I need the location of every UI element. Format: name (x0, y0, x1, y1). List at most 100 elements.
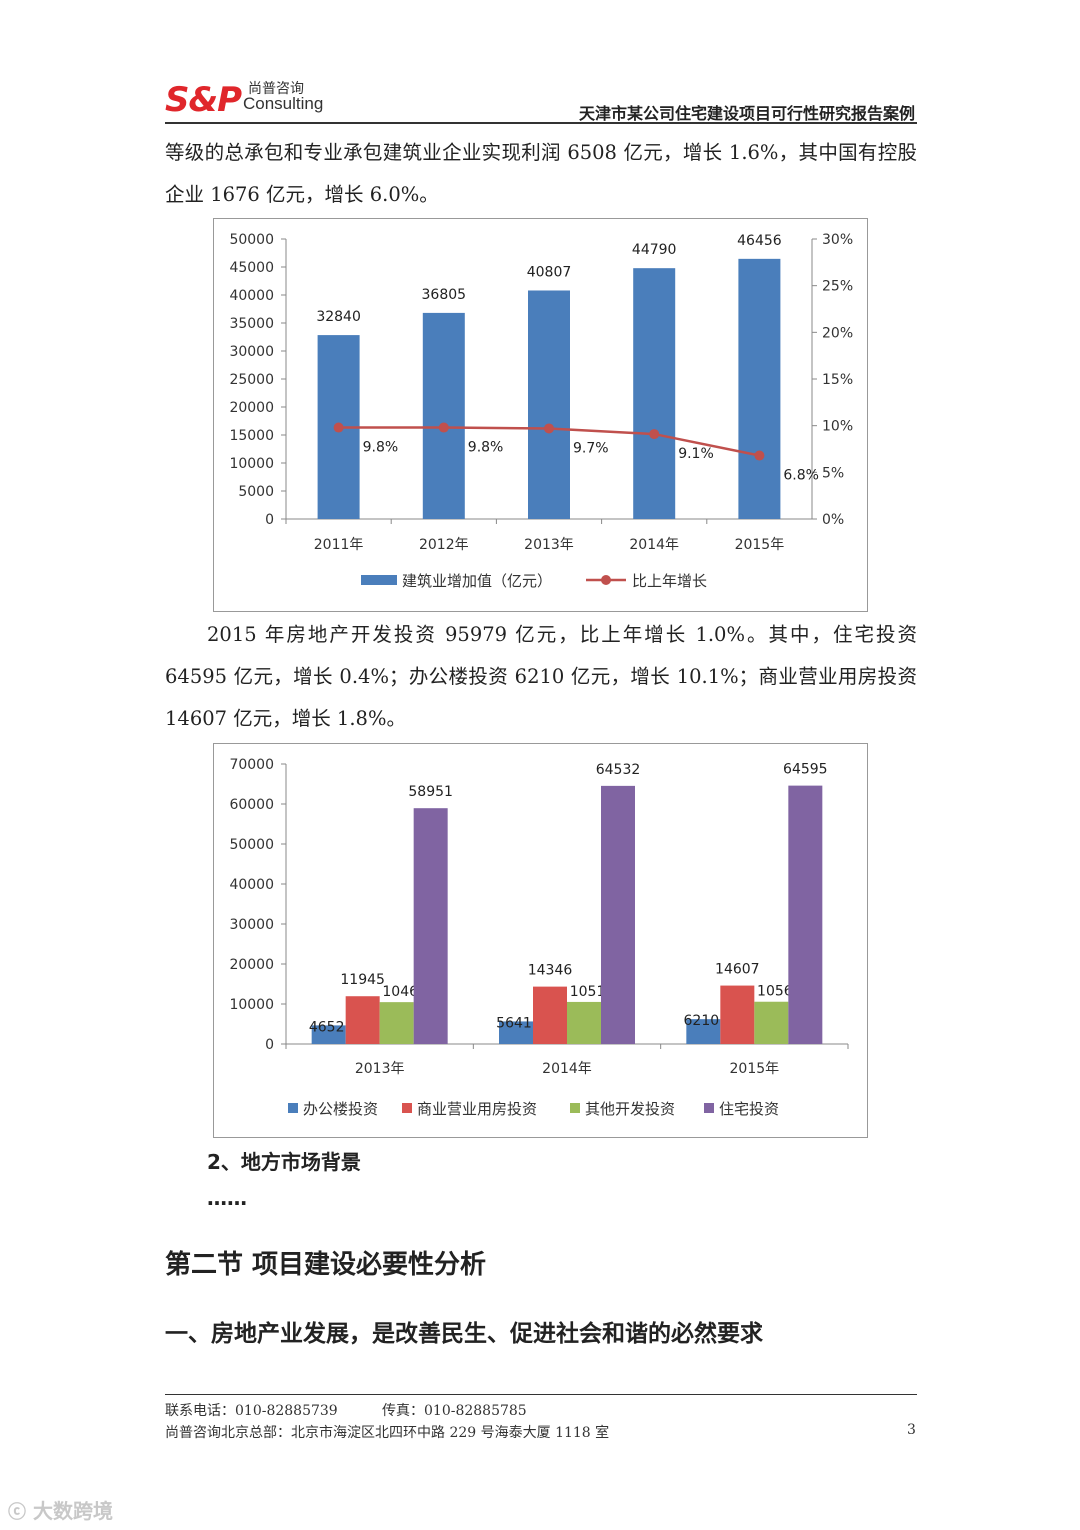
footer-divider (165, 1394, 917, 1395)
bar (345, 996, 380, 1044)
paragraph-2-text: 2015 年房地产开发投资 95979 亿元，比上年增长 1.0%。其中，住宅投… (165, 623, 917, 730)
bar-value-label: 64532 (596, 762, 641, 778)
footer-phone: 联系电话：010-82885739 (165, 1403, 338, 1419)
bar-value-label: 58951 (408, 784, 453, 800)
y-tick-label: 40000 (229, 288, 274, 304)
paragraph-1-text: 等级的总承包和专业承包建筑业企业实现利润 6508 亿元，增长 1.6%，其中国… (165, 141, 917, 206)
bar (720, 985, 755, 1044)
legend-label: 住宅投资 (719, 1100, 779, 1118)
x-tick-label: 2015年 (735, 537, 785, 553)
x-tick-label: 2013年 (524, 537, 574, 553)
y-tick-label: 5000 (238, 484, 274, 500)
x-tick-label: 2011年 (314, 537, 364, 553)
bar (754, 1001, 789, 1044)
x-tick-label: 2014年 (629, 537, 679, 553)
bar-value-label: 11945 (340, 972, 385, 988)
ellipsis: …… (207, 1186, 247, 1210)
legend-swatch-bar (361, 575, 397, 585)
bar (422, 312, 465, 519)
paragraph-1: 等级的总承包和专业承包建筑业企业实现利润 6508 亿元，增长 1.6%，其中国… (165, 132, 917, 216)
bar (533, 986, 567, 1044)
bar-value-label: 6210 (684, 1013, 720, 1029)
line-value-label: 9.8% (363, 440, 399, 456)
x-tick-label: 2012年 (419, 537, 469, 553)
watermark: ⓒ 大数跨境 (8, 1495, 113, 1524)
legend-swatch (288, 1103, 298, 1113)
subsection-title: 一、房地产业发展，是改善民生、促进社会和谐的必然要求 (165, 1321, 763, 1347)
y2-tick-label: 0% (822, 512, 844, 528)
y-tick-label: 70000 (229, 757, 274, 773)
line-point (544, 423, 554, 434)
heading-local-market: 2、地方市场背景 (207, 1150, 361, 1174)
logo-mark: S&P (165, 80, 242, 120)
y2-tick-label: 20% (822, 325, 853, 341)
bar (413, 808, 448, 1044)
bar (379, 1002, 414, 1044)
chart-construction: 0 5000 10000 15000 20000 25000 30000 35000 40000… (213, 218, 868, 612)
bar (738, 258, 781, 519)
paragraph-2: 2015 年房地产开发投资 95979 亿元，比上年增长 1.0%。其中，住宅投… (165, 614, 917, 740)
y-tick-label: 40000 (229, 877, 274, 893)
bar-value-label: 36805 (422, 287, 467, 303)
x-tick-label: 2015年 (730, 1061, 780, 1077)
bar (788, 785, 823, 1044)
bar-value-label: 32840 (316, 309, 361, 325)
y-tick-label: 50000 (229, 232, 274, 248)
y-tick-label: 25000 (229, 372, 274, 388)
bar (686, 1019, 721, 1044)
y-tick-label: 20000 (229, 957, 274, 973)
legend-label: 办公楼投资 (303, 1100, 378, 1118)
y-tick-label: 0 (265, 1037, 274, 1053)
bar (567, 1001, 601, 1044)
y-tick-label: 60000 (229, 797, 274, 813)
legend-swatch-point (601, 575, 611, 585)
legend-swatch (704, 1103, 714, 1113)
bar-value-label: 44790 (632, 242, 677, 258)
y-tick-label: 30000 (229, 917, 274, 933)
y2-tick-label: 10% (822, 419, 853, 435)
legend-label: 其他开发投资 (585, 1100, 675, 1118)
x-tick-label: 2013年 (355, 1061, 405, 1077)
footer-address: 尚普咨询北京总部：北京市海淀区北四环中路 229 号海泰大厦 1118 室 (165, 1425, 610, 1441)
y2-tick-label: 30% (822, 232, 853, 248)
bar-value-label: 14607 (715, 962, 760, 978)
legend-swatch (570, 1103, 580, 1113)
y-tick-label: 10000 (229, 456, 274, 472)
y2-tick-label: 5% (822, 465, 844, 481)
y-tick-label: 35000 (229, 316, 274, 332)
legend-label: 商业营业用房投资 (417, 1100, 537, 1118)
bar-value-label: 14346 (528, 963, 573, 979)
chart-real-estate-svg: 0 10000 20000 30000 40000 50000 60000 70000 4652… (229, 757, 849, 1118)
y-tick-label: 50000 (229, 837, 274, 853)
chart-real-estate: 0 10000 20000 30000 40000 50000 60000 70000 4652… (213, 743, 868, 1138)
y-tick-label: 10000 (229, 997, 274, 1013)
line-value-label: 6.8% (783, 468, 819, 484)
legend-label-line: 比上年增长 (632, 572, 707, 590)
line-value-label: 9.7% (573, 440, 609, 456)
y-tick-label: 45000 (229, 260, 274, 276)
line-point (438, 422, 449, 433)
bar (499, 1021, 533, 1044)
y-tick-label: 20000 (229, 400, 274, 416)
bar-value-label: 40807 (527, 264, 572, 280)
logo-en: Consulting (243, 94, 324, 113)
bar-value-label: 5641 (496, 1015, 532, 1031)
bar (311, 1025, 346, 1044)
header-divider (165, 122, 917, 124)
legend-label-bar: 建筑业增加值（亿元） (402, 572, 552, 590)
watermark-text: 大数跨境 (32, 1499, 113, 1523)
bar-value-label: 46456 (737, 233, 782, 249)
page-number: 3 (907, 1422, 916, 1438)
line-point (754, 450, 765, 461)
header-title: 天津市某公司住宅建设项目可行性研究报告案例 (578, 104, 915, 123)
bar (528, 290, 570, 519)
bar (601, 785, 635, 1044)
y-tick-label: 30000 (229, 344, 274, 360)
line-point (649, 429, 660, 440)
watermark-icon: ⓒ (8, 1502, 26, 1523)
y2-tick-label: 25% (822, 279, 853, 295)
bar-value-label: 4652 (309, 1019, 345, 1035)
section-title: 第二节 项目建设必要性分析 (165, 1250, 487, 1280)
legend-swatch (402, 1103, 412, 1113)
logo-cn: 尚普咨询 (248, 81, 304, 97)
